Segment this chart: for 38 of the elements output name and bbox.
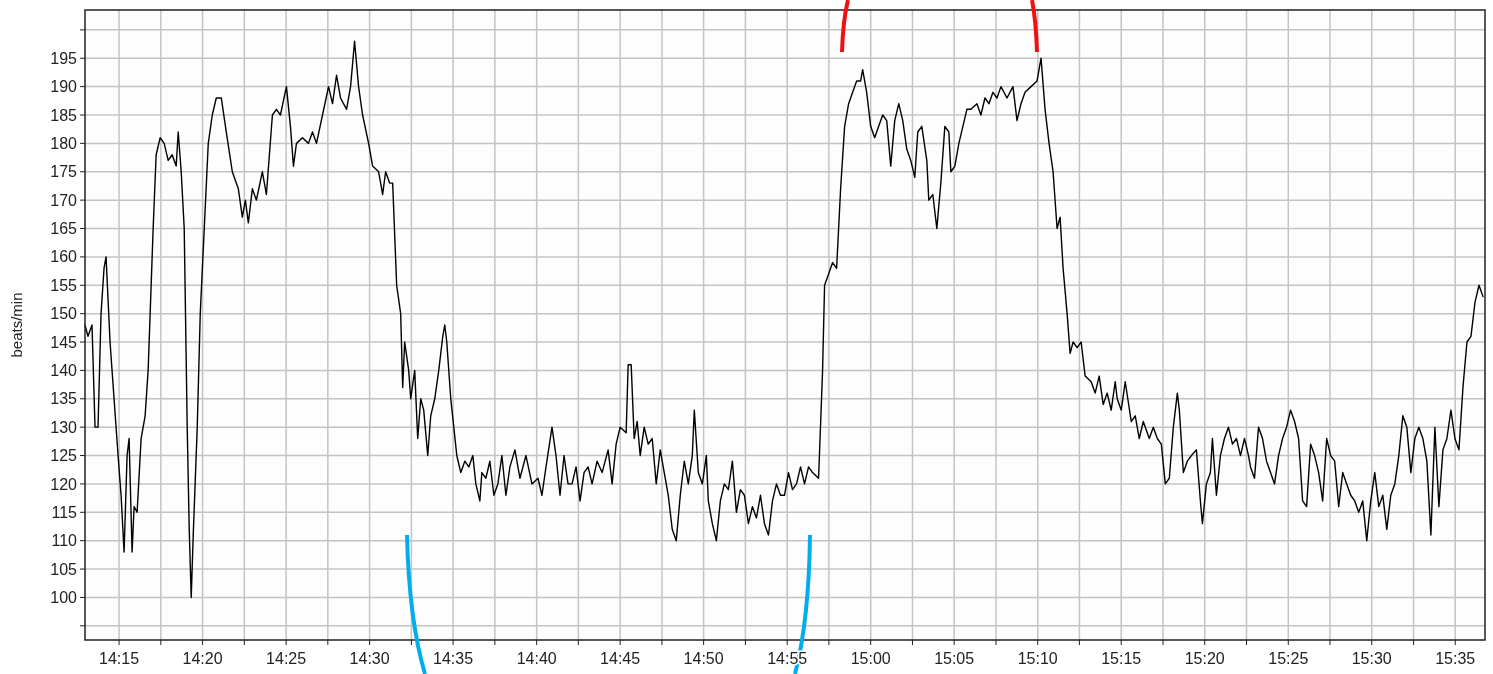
x-tick-label: 15:25 (1268, 650, 1309, 667)
line-series (84, 40, 1484, 599)
x-tick-label: 15:30 (1351, 650, 1392, 667)
y-tick-label: 160 (50, 248, 78, 266)
y-tick-label: 165 (50, 220, 78, 238)
x-tick-label: 14:20 (182, 650, 223, 667)
x-tick-label: 14:40 (516, 650, 557, 667)
y-tick-label: 190 (50, 78, 78, 96)
y-tick-label: 180 (50, 134, 78, 152)
y-tick-label: 120 (50, 475, 78, 493)
y-tick-label: 130 (50, 418, 78, 436)
y-tick-label: 145 (50, 333, 78, 351)
y-tick-label: 110 (51, 532, 78, 550)
y-tick-label: 115 (51, 503, 78, 521)
y-tick-label: 100 (50, 589, 78, 607)
x-tick-label: 15:10 (1017, 650, 1058, 667)
x-tick-label: 15:35 (1435, 650, 1476, 667)
x-tick-label: 15:05 (934, 650, 975, 667)
y-axis-title: beats/min (8, 292, 25, 358)
y-tick-label: 135 (50, 390, 78, 408)
x-tick-label: 14:35 (433, 650, 474, 667)
y-tick-label: 155 (50, 276, 78, 294)
y-tick-label: 150 (50, 305, 78, 323)
y-tick-label: 195 (50, 49, 78, 67)
x-tick-label: 14:25 (266, 650, 307, 667)
x-tick-label: 14:15 (99, 650, 140, 667)
y-tick-label: 175 (50, 163, 78, 181)
x-tick-label: 15:00 (850, 650, 891, 667)
x-tick-label: 14:45 (600, 650, 641, 667)
y-tick-label: 185 (50, 106, 78, 124)
y-tick-label: 140 (50, 362, 78, 380)
y-tick-label: 125 (50, 447, 78, 465)
x-tick-label: 15:20 (1184, 650, 1225, 667)
x-tick-label: 14:30 (349, 650, 390, 667)
x-tick-label: 14:50 (683, 650, 724, 667)
y-tick-label: 170 (50, 191, 78, 209)
y-tick-label: 105 (50, 560, 78, 578)
x-tick-label: 15:15 (1101, 650, 1142, 667)
